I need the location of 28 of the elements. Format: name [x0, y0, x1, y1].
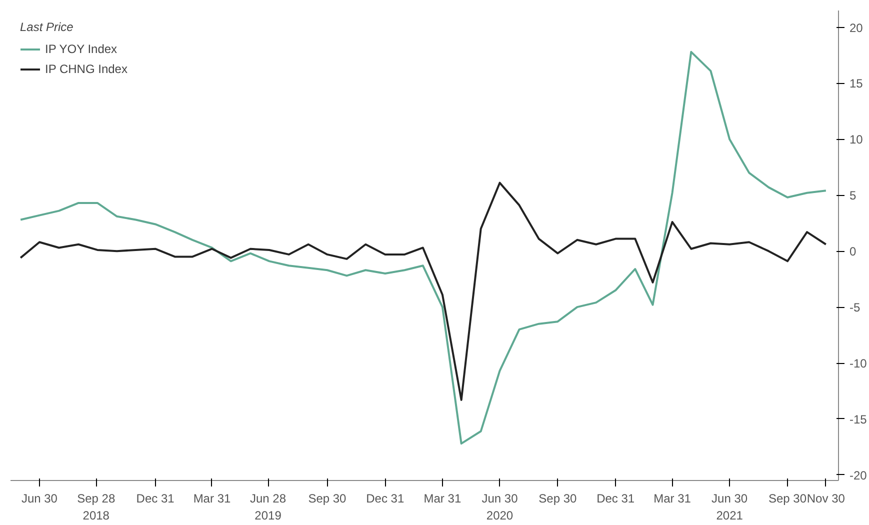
x-tick-label: Mar 31 [193, 492, 231, 506]
y-tick-label: 20 [850, 20, 864, 35]
x-tick-label: Mar 31 [424, 492, 462, 506]
y-tick-label: -15 [850, 412, 868, 426]
y-tick-label: 5 [850, 188, 856, 203]
x-tick-label: Mar 31 [654, 492, 692, 506]
y-tick-label: 15 [850, 76, 864, 91]
y-tick-label: -10 [850, 356, 868, 370]
y-tick-label: 0 [850, 244, 856, 259]
x-tick-label: Sep 30 [308, 492, 347, 506]
x-tick-label: Jun 30 2021 [712, 492, 748, 522]
x-tick-label: Jun 30 [21, 492, 58, 506]
x-tick-label: Sep 30 [538, 492, 578, 506]
y-tick-label: 10 [850, 132, 864, 147]
x-tick-label: Nov 30 [806, 492, 846, 506]
x-tick-label: Dec 31 [366, 492, 404, 506]
line-series [20, 182, 827, 401]
x-tick-label: Sep 28 2018 [77, 492, 116, 522]
x-tick-label: Sep 30 [768, 492, 807, 506]
x-tick-label: Jun 30 2020 [482, 492, 518, 522]
legend-title: Last Price [20, 20, 74, 34]
x-tick-label: Dec 31 [136, 492, 175, 506]
x-tick-label: Jun 28 2019 [250, 492, 286, 522]
legend-label: IP CHNG Index [45, 62, 128, 76]
legend-label: IP YOY Index [45, 42, 118, 56]
y-tick-label: -5 [850, 300, 860, 315]
x-tick-label: Dec 31 [596, 492, 635, 506]
y-tick-label: -20 [850, 468, 868, 482]
